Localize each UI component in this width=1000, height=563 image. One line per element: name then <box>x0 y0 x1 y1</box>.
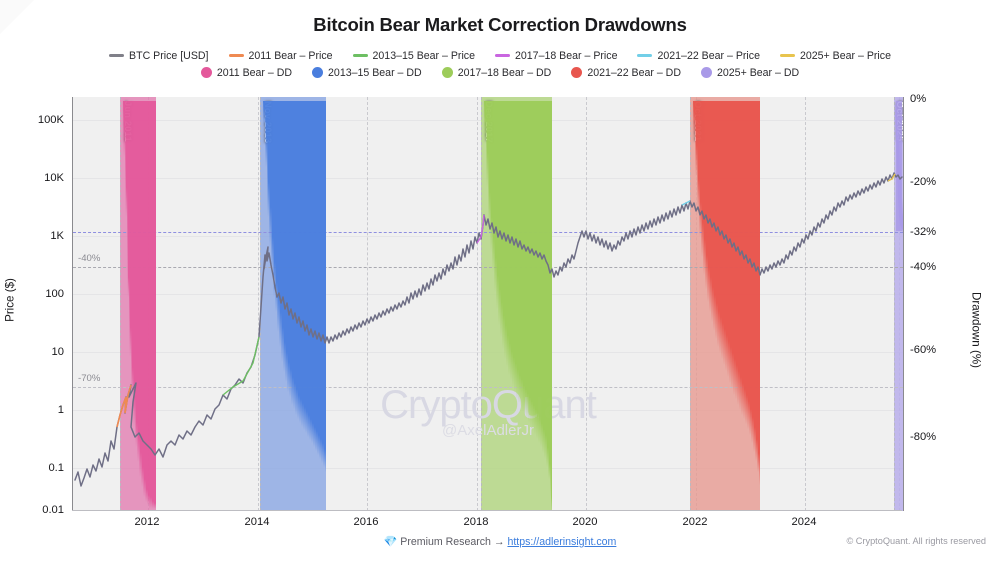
footer: 💎 Premium Research → https://adlerinsigh… <box>0 535 1000 559</box>
x-axis-tick: 2016 <box>353 516 379 528</box>
footer-copyright: © CryptoQuant. All rights reserved <box>846 536 986 546</box>
legend-label: 2011 Bear – Price <box>248 49 333 62</box>
legend-dot-icon <box>312 67 324 78</box>
legend-dot-icon <box>571 67 583 78</box>
chart-legend: BTC Price [USD] 2011 Bear – Price 2013–15 … <box>0 47 1000 81</box>
y-left-tick: 0.1 <box>48 462 64 474</box>
y-axis-left-label: Price ($) <box>3 278 17 322</box>
corner-decoration <box>0 0 34 34</box>
reference-tag-70: -70% <box>78 373 101 384</box>
footer-text: Premium Research → <box>400 536 508 548</box>
y-left-tick: 1K <box>50 230 64 242</box>
legend-line-icon <box>495 54 510 57</box>
x-axis-tick: 2020 <box>572 516 598 528</box>
legend-label: 2021–22 Bear – Price <box>657 49 760 62</box>
y-left-tick: 1 <box>57 404 64 416</box>
y-left-tick: 100 <box>45 288 64 300</box>
legend-line-icon <box>352 54 368 57</box>
legend-line-icon <box>637 54 653 57</box>
page-title: Bitcoin Bear Market Correction Drawdowns <box>313 14 687 35</box>
legend-price-item[interactable]: 2021–22 Bear – Price <box>637 49 760 62</box>
band-2025 <box>894 97 903 511</box>
y-left-tick: 100K <box>37 114 64 126</box>
legend-label: 2013–15 Bear – DD <box>328 66 422 79</box>
legend-dot-icon <box>200 67 212 78</box>
legend-dot-icon <box>701 67 712 78</box>
legend-dd-item[interactable]: 2025+ Bear – DD <box>701 67 799 79</box>
legend-label: 2025+ Bear – Price <box>799 49 891 62</box>
x-axis-tick: 2022 <box>682 516 708 528</box>
series-dd-2013 <box>263 101 326 472</box>
legend-label: BTC Price [USD] <box>129 49 209 62</box>
legend-line-icon <box>779 54 795 57</box>
x-axis-tick: 2018 <box>463 516 489 528</box>
reference-line-40 <box>73 267 903 268</box>
x-axis-tick: 2024 <box>791 516 817 528</box>
series-dd-2025-stem <box>896 101 902 231</box>
legend-price-item[interactable]: 2025+ Bear – Price <box>779 49 891 62</box>
y-axis-right: 0% -20% -32% -40% -60% -80% <box>910 93 980 511</box>
y-right-tick: -40% <box>910 261 937 273</box>
reference-line-70 <box>73 387 903 388</box>
series-price-2017 <box>476 214 485 244</box>
legend-label: 2017–18 Bear – DD <box>457 66 552 79</box>
legend-dd-item[interactable]: 2013–15 Bear – DD <box>312 67 422 79</box>
x-axis-tick: 2012 <box>134 516 160 528</box>
series-dd-2017 <box>484 101 552 511</box>
y-right-tick: -32% <box>910 226 937 238</box>
legend-line-icon <box>109 54 125 57</box>
y-right-tick: -60% <box>910 344 937 356</box>
series-price-2013 <box>222 336 260 396</box>
legend-dd-item[interactable]: 2017–18 Bear – DD <box>441 66 552 79</box>
legend-dd-item[interactable]: 2011 Bear – DD <box>200 66 293 79</box>
diamond-icon: 💎 <box>383 536 398 548</box>
series-btc-price <box>74 172 903 487</box>
legend-line-icon <box>228 54 244 57</box>
legend-label: 2021–22 Bear – DD <box>587 66 681 79</box>
series-price-2011 <box>116 384 132 428</box>
legend-price-item[interactable]: 2013–15 Bear – Price <box>352 49 475 62</box>
y-axis-left: 100K 10K 1K 100 10 1 0.1 0.01 <box>0 97 64 516</box>
legend-dd-item[interactable]: 2021–22 Bear – DD <box>571 67 681 79</box>
legend-label: 2025+ Bear – DD <box>717 66 800 79</box>
series-dd-2021 <box>693 101 760 485</box>
series-dd-2011 <box>123 101 156 509</box>
legend-label: 2017–18 Bear – Price <box>515 49 618 62</box>
y-left-tick: 10 <box>51 346 64 358</box>
y-right-tick: -80% <box>910 431 937 443</box>
legend-label: 2011 Bear – DD <box>216 66 293 79</box>
legend-row-drawdown: 2011 Bear – DD 2013–15 Bear – DD 2017–18 B… <box>0 64 1000 81</box>
footer-center: 💎 Premium Research → https://adlerinsigh… <box>0 535 1000 548</box>
series-price-2021 <box>681 200 691 206</box>
x-axis-line <box>72 510 902 512</box>
series-price-2025 <box>887 173 896 182</box>
y-right-tick: 0% <box>910 93 927 105</box>
legend-price-item[interactable]: 2017–18 Bear – Price <box>495 50 617 62</box>
reference-line-32 <box>73 232 903 233</box>
y-left-tick: 0.01 <box>42 504 64 516</box>
reference-tag-40: -40% <box>78 253 101 264</box>
legend-label: 2013–15 Bear – Price <box>372 49 475 62</box>
legend-price-item[interactable]: BTC Price [USD] <box>109 49 209 62</box>
legend-dot-icon <box>441 67 453 78</box>
footer-link[interactable]: https://adlerinsight.com <box>507 536 617 548</box>
y-left-tick: 10K <box>44 172 64 184</box>
legend-row-price: BTC Price [USD] 2011 Bear – Price 2013–15 … <box>0 47 1000 64</box>
x-axis-tick: 2014 <box>244 516 270 528</box>
y-axis-right-label: Drawdown (%) <box>969 291 983 369</box>
y-right-tick: -20% <box>910 176 937 188</box>
plot-area: Jun 2011 Nov 2013 Dec 2017 Oct 2021 Oct … <box>72 97 904 511</box>
legend-price-item[interactable]: 2011 Bear – Price <box>228 49 333 62</box>
series-layer <box>74 101 903 511</box>
